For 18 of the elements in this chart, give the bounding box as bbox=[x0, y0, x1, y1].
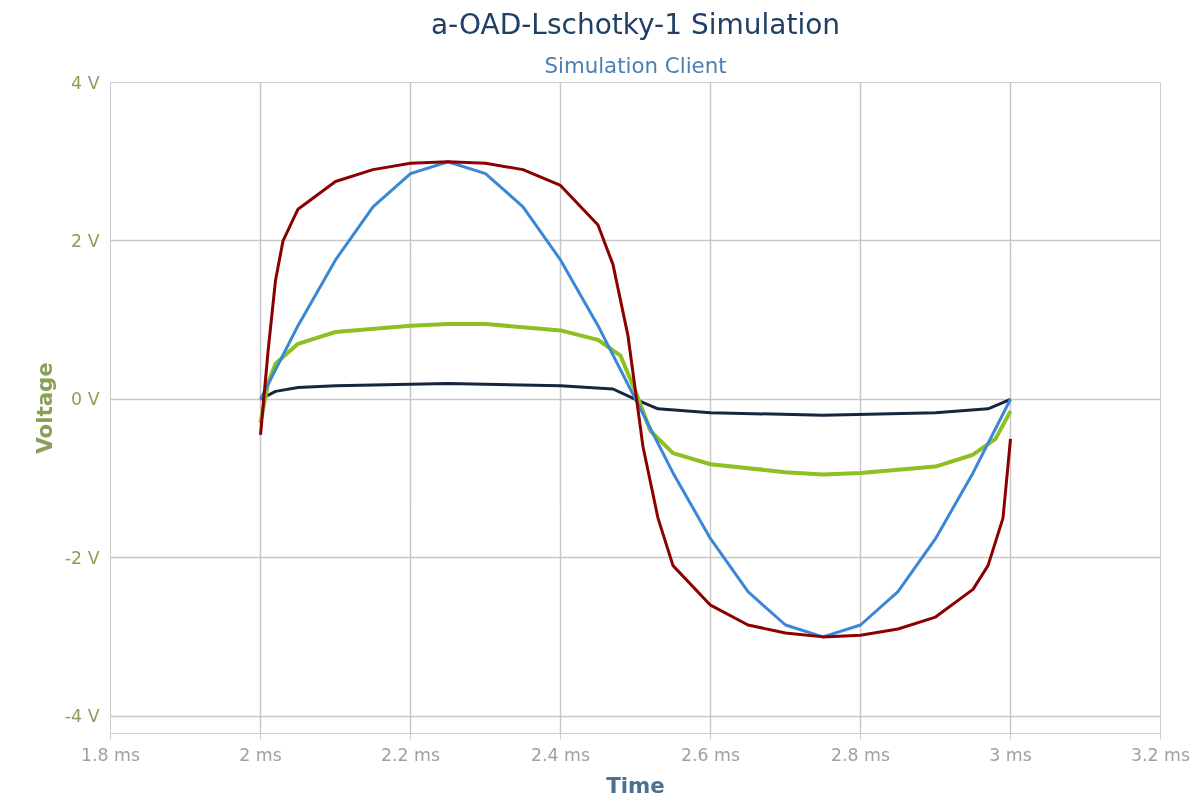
x-tick-label: 2 ms bbox=[239, 744, 282, 765]
x-tick-label: 3 ms bbox=[989, 744, 1032, 765]
x-tick-label: 2.6 ms bbox=[681, 744, 740, 765]
y-tick-label: 2 V bbox=[71, 230, 100, 251]
x-tick-label: 1.8 ms bbox=[81, 744, 140, 765]
y-tick-label: -4 V bbox=[64, 706, 100, 727]
x-tick-label: 2.2 ms bbox=[381, 744, 440, 765]
line-series bbox=[259, 160, 1012, 639]
y-tick-label: -2 V bbox=[64, 547, 100, 568]
chart-title: a-OAD-Lschotky-1 Simulation bbox=[430, 7, 841, 41]
x-tick-label: 3.2 ms bbox=[1131, 744, 1190, 765]
y-tick-label: 4 V bbox=[71, 72, 100, 93]
y-axis-title: Voltage bbox=[31, 362, 57, 454]
x-axis-title: Time bbox=[606, 772, 665, 798]
x-tick-label: 2.8 ms bbox=[831, 744, 890, 765]
chart-subtitle: Simulation Client bbox=[544, 52, 727, 78]
y-tick-label: 0 V bbox=[71, 389, 100, 410]
x-tick-label: 2.4 ms bbox=[531, 744, 590, 765]
